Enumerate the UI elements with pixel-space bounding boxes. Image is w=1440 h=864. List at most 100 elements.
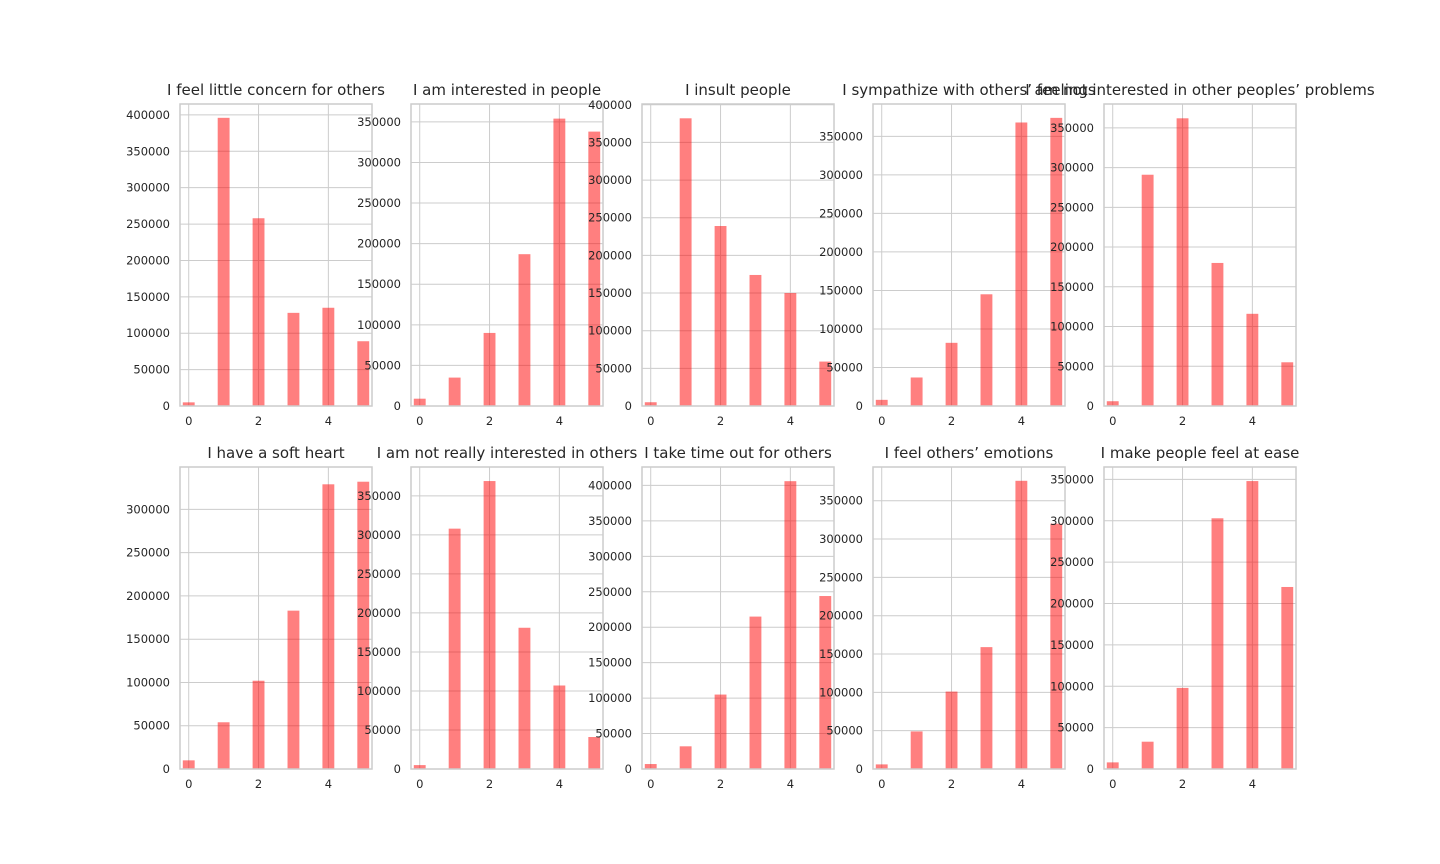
x-tick-label: 4 [1249, 777, 1256, 791]
x-tick-label: 4 [325, 414, 332, 428]
subplot-2: 0 50000 100000 150000 200000 250000 300000 3500… [357, 81, 604, 428]
x-tick-label: 0 [416, 777, 423, 791]
axes-frame [641, 103, 835, 407]
y-tick-label: 250000 [126, 217, 170, 231]
y-tick-label: 300000 [1050, 161, 1094, 175]
y-tick-label: 100000 [357, 318, 401, 332]
chart-title: I feel little concern for others [167, 81, 385, 99]
bar [588, 737, 601, 769]
x-tick-label: 4 [556, 414, 563, 428]
y-tick-label: 100000 [819, 685, 863, 699]
bar [1176, 687, 1189, 769]
bar [910, 377, 923, 406]
bar [1211, 518, 1224, 769]
x-tick-label: 0 [647, 414, 654, 428]
bar [182, 760, 195, 769]
y-tick-label: 250000 [357, 196, 401, 210]
y-tick-label: 250000 [588, 211, 632, 225]
x-tick-label: 2 [717, 414, 724, 428]
bar [679, 746, 692, 769]
y-tick-label: 50000 [364, 358, 401, 372]
y-tick-label: 300000 [126, 502, 170, 516]
bar [1281, 586, 1294, 769]
axes-frame [872, 103, 1066, 407]
y-tick-label: 100000 [1050, 679, 1094, 693]
y-tick-label: 350000 [1050, 121, 1094, 135]
axes-frame [410, 466, 604, 770]
subplot-7: 0500001000001500002000002500003000003500… [357, 444, 637, 791]
bar [1141, 174, 1154, 406]
bar [322, 307, 335, 406]
chart-title: I insult people [685, 81, 791, 99]
bar [875, 399, 888, 406]
chart-title: I am not really interested in others [377, 444, 638, 462]
bar [819, 361, 832, 406]
y-tick-label: 0 [394, 762, 401, 776]
y-tick-label: 250000 [1050, 555, 1094, 569]
bar [1106, 401, 1119, 406]
y-tick-label: 350000 [357, 115, 401, 129]
x-tick-label: 4 [1018, 777, 1025, 791]
y-tick-label: 0 [394, 399, 401, 413]
bar [483, 332, 496, 406]
y-tick-label: 100000 [126, 675, 170, 689]
y-tick-label: 350000 [819, 129, 863, 143]
y-tick-label: 50000 [595, 361, 632, 375]
y-tick-label: 100000 [588, 324, 632, 338]
y-tick-label: 400000 [126, 108, 170, 122]
bar [217, 722, 230, 769]
subplot-10: 0 50000 100000 150000 200000 250000 300000 3500… [1050, 444, 1299, 791]
bar [980, 294, 993, 406]
y-tick-label: 50000 [1057, 359, 1094, 373]
y-tick-label: 150000 [1050, 280, 1094, 294]
y-tick-label: 150000 [588, 656, 632, 670]
x-tick-label: 0 [1109, 777, 1116, 791]
y-tick-label: 250000 [126, 546, 170, 560]
y-tick-label: 200000 [1050, 597, 1094, 611]
y-tick-label: 300000 [588, 549, 632, 563]
x-tick-label: 2 [948, 777, 955, 791]
y-tick-label: 350000 [357, 489, 401, 503]
axes-frame [179, 466, 373, 770]
y-tick-label: 0 [163, 762, 170, 776]
y-tick-label: 0 [1087, 399, 1094, 413]
y-tick-label: 100000 [126, 326, 170, 340]
y-tick-label: 200000 [357, 606, 401, 620]
y-tick-label: 150000 [819, 647, 863, 661]
bar [1015, 480, 1028, 769]
bar [1106, 762, 1119, 769]
bar [644, 402, 657, 406]
y-tick-label: 0 [1087, 762, 1094, 776]
bar [910, 731, 923, 769]
bar [483, 481, 496, 769]
x-tick-label: 2 [486, 777, 493, 791]
y-tick-label: 0 [625, 399, 632, 413]
y-tick-label: 150000 [126, 290, 170, 304]
bar [413, 765, 426, 769]
x-tick-label: 2 [948, 414, 955, 428]
bar [819, 596, 832, 769]
chart-title: I am not interested in other peoples’ pr… [1025, 81, 1375, 99]
bar [518, 627, 531, 769]
y-tick-label: 300000 [819, 532, 863, 546]
bar [588, 131, 601, 406]
bar [252, 680, 265, 769]
y-tick-label: 200000 [588, 248, 632, 262]
subplot-5: 0 50000 100000 150000 200000 250000 300000 3500… [1025, 81, 1375, 428]
x-tick-label: 0 [878, 414, 885, 428]
x-tick-label: 4 [1249, 414, 1256, 428]
bar [679, 118, 692, 406]
bar [357, 341, 370, 406]
axes-frame [1103, 103, 1297, 407]
bar [518, 254, 531, 406]
y-tick-label: 100000 [357, 684, 401, 698]
y-tick-label: 300000 [357, 155, 401, 169]
bar [784, 481, 797, 769]
bar [749, 616, 762, 769]
subplot-9: 0 50000 100000 150000 200000 250000 300000 3500… [819, 444, 1066, 791]
y-tick-label: 250000 [357, 567, 401, 581]
x-tick-label: 2 [486, 414, 493, 428]
y-tick-label: 200000 [819, 609, 863, 623]
bar [945, 691, 958, 769]
y-tick-label: 50000 [826, 724, 863, 738]
